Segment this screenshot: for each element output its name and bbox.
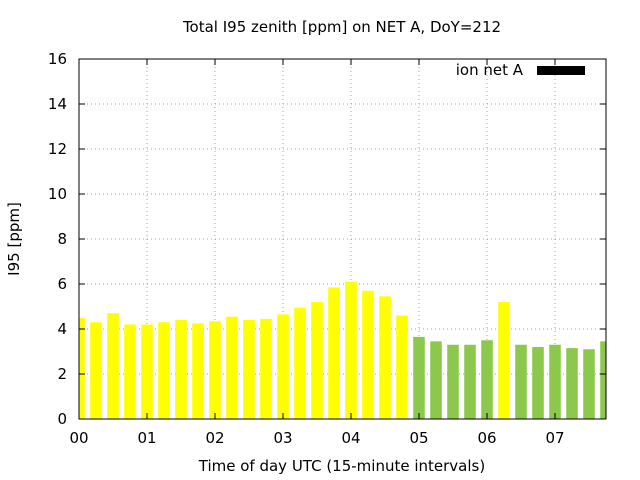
legend-swatch (537, 66, 585, 75)
y-tick-label: 0 (57, 410, 67, 428)
bar (345, 281, 357, 419)
y-tick-label: 10 (48, 185, 67, 203)
y-tick-label: 6 (57, 275, 67, 293)
x-tick-label: 05 (409, 429, 428, 447)
bar (243, 320, 255, 419)
bar (379, 296, 391, 419)
x-tick-label: 03 (273, 429, 292, 447)
legend-label: ion net A (456, 61, 524, 79)
bar (481, 340, 493, 419)
y-tick-label: 14 (48, 95, 67, 113)
chart-title: Total I95 zenith [ppm] on NET A, DoY=212 (182, 18, 501, 36)
bar (430, 341, 442, 419)
bars (79, 281, 606, 419)
y-axis-ticks: 0 2 4 6 8 10 12 14 16 (48, 50, 606, 428)
bar (90, 322, 102, 419)
x-axis-ticks: 00 01 02 03 04 05 06 07 (69, 59, 565, 447)
x-tick-label: 02 (205, 429, 224, 447)
bar (328, 287, 340, 419)
y-tick-label: 8 (57, 230, 67, 248)
bar (549, 344, 561, 419)
bar (464, 344, 476, 419)
x-tick-label: 01 (137, 429, 156, 447)
y-axis-label: I95 [ppm] (5, 202, 23, 276)
bar (192, 323, 204, 419)
y-tick-label: 12 (48, 140, 67, 158)
bar (277, 314, 289, 419)
bar (447, 344, 459, 419)
bar (583, 349, 595, 419)
y-tick-label: 4 (57, 320, 67, 338)
bar (566, 348, 578, 419)
bar (311, 302, 323, 419)
y-tick-label: 16 (48, 50, 67, 68)
grid-lines (79, 59, 606, 419)
x-tick-label: 04 (341, 429, 360, 447)
bar (226, 316, 238, 419)
y-tick-label: 2 (57, 365, 67, 383)
bar (532, 347, 544, 419)
x-tick-label: 07 (545, 429, 564, 447)
bar (600, 341, 606, 419)
bar (124, 324, 136, 419)
x-tick-label: 00 (69, 429, 88, 447)
bar (260, 318, 272, 419)
bar (141, 324, 153, 419)
legend: ion net A (456, 61, 585, 79)
bar (362, 290, 374, 419)
bar (158, 322, 170, 419)
bar (396, 315, 408, 419)
bar (175, 320, 187, 419)
bar (498, 302, 510, 419)
bar (209, 321, 221, 419)
bar (294, 307, 306, 419)
x-axis-label: Time of day UTC (15-minute intervals) (198, 457, 485, 475)
bar (515, 344, 527, 419)
x-tick-label: 06 (477, 429, 496, 447)
bar (413, 336, 425, 419)
plot-frame (78, 58, 607, 420)
bar (107, 313, 119, 419)
bar (79, 317, 85, 419)
